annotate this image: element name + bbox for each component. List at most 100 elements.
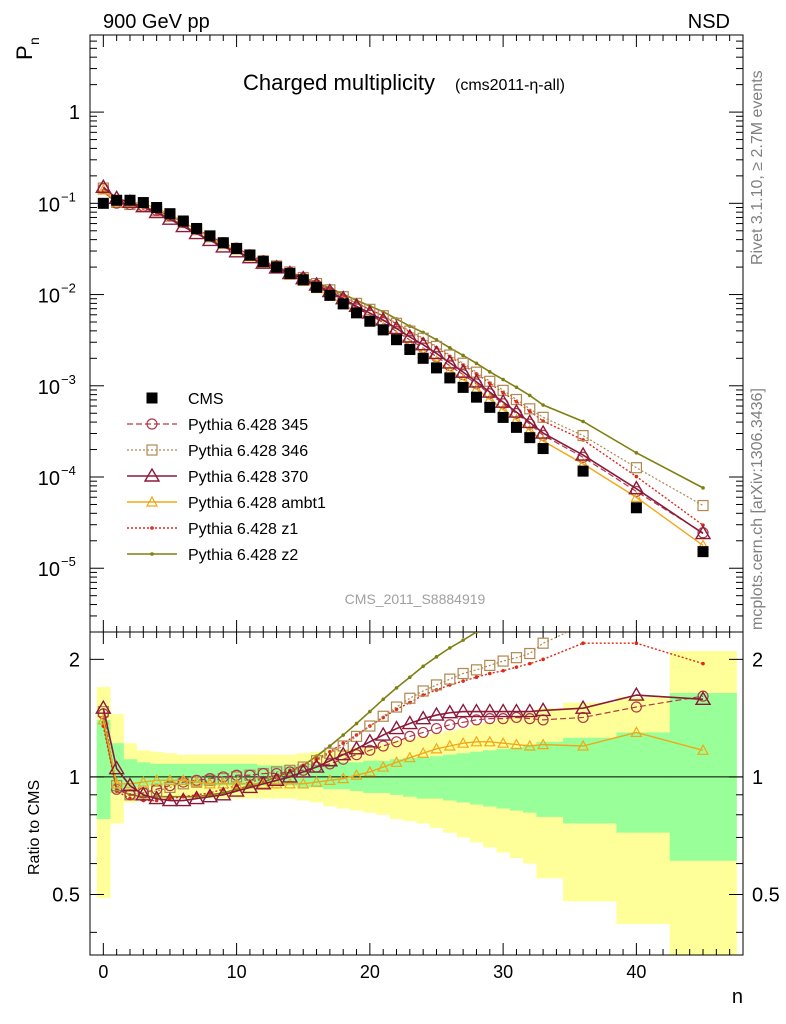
- cms-data-point: [204, 230, 216, 242]
- cms-data-point: [284, 268, 296, 280]
- ratio-point-ambt1: [470, 735, 483, 747]
- ratio-point-ambt1: [310, 775, 323, 787]
- ratio-point-p346: [457, 667, 469, 680]
- ratio-point-p346: [390, 701, 403, 713]
- ratio-point-p370: [414, 710, 432, 725]
- ratio-point-ambt1: [297, 777, 310, 789]
- legend-marker-CMS: [146, 392, 158, 404]
- ratio-point-p370: [481, 703, 499, 718]
- series-point-z2: [434, 338, 439, 342]
- cms-data-point: [377, 324, 389, 336]
- ratio-point-ambt1: [163, 774, 176, 785]
- ratio-point-z2: [421, 664, 425, 669]
- x-axis-label: n: [732, 986, 743, 1008]
- cms-data-point: [337, 298, 349, 310]
- ratio-point-p346: [377, 710, 389, 722]
- legend-marker-p370: [143, 467, 161, 482]
- x-tick-label: 0: [98, 962, 108, 982]
- y-axis-label-top: P n: [12, 37, 42, 60]
- x-tick-label: 40: [626, 962, 646, 982]
- ratio-point-p345: [177, 776, 189, 788]
- ratio-point-ambt1: [203, 777, 216, 789]
- series-point-z2: [461, 353, 465, 358]
- ratio-line-p370: [102, 694, 704, 802]
- ratio-point-z1: [474, 675, 479, 680]
- ratio-point-p370: [255, 775, 272, 790]
- series-point-p370: [521, 414, 538, 429]
- cms-data-point: [177, 215, 189, 227]
- ratio-point-ambt1: [443, 739, 456, 751]
- ratio-point-p345: [390, 736, 403, 748]
- band-inner-bin: [456, 753, 471, 803]
- legend-label-p345: Pythia 6.428 345: [188, 417, 308, 434]
- y-tick-label-top-base: 10: [38, 468, 60, 490]
- series-point-p370: [454, 363, 472, 378]
- ratio-point-p370: [308, 758, 325, 773]
- ratio-point-p370: [215, 786, 232, 801]
- ratio-point-z2: [381, 697, 385, 702]
- ratio-point-p346: [337, 740, 349, 752]
- series-point-z2: [634, 451, 639, 455]
- ratio-line-ambt1: [102, 719, 704, 785]
- series-point-z2: [514, 385, 519, 390]
- ratio-point-p370: [508, 703, 525, 718]
- ratio-point-p370: [534, 702, 552, 717]
- series-line-ambt1: [102, 189, 704, 546]
- ratio-point-ambt1: [363, 765, 376, 777]
- ratio-point-p346: [404, 692, 416, 704]
- series-point-p346: [697, 499, 709, 512]
- ratio-point-ambt1: [537, 738, 550, 750]
- ratio-point-ambt1: [270, 777, 283, 789]
- ratio-point-z1: [168, 796, 172, 801]
- ratio-point-p346: [444, 673, 456, 685]
- ratio-point-z1: [541, 657, 545, 662]
- ratio-point-ambt1: [577, 739, 590, 751]
- cms-data-point: [257, 256, 269, 268]
- cms-data-point: [191, 222, 203, 234]
- cms-data-point: [271, 261, 283, 273]
- top-panel-frame: [89, 34, 744, 633]
- band-inner-bin: [443, 754, 457, 801]
- band-inner-bin: [416, 757, 431, 799]
- ratio-point-p346: [324, 747, 336, 759]
- legend-label-p370: Pythia 6.428 370: [188, 469, 308, 486]
- cms-data-point: [417, 352, 429, 364]
- y-tick-label-bottom-left: 1: [69, 767, 80, 789]
- ratio-point-p370: [441, 704, 459, 719]
- y-axis-label-top-sub: n: [26, 37, 42, 45]
- ratio-point-z2: [528, 595, 532, 599]
- ratio-point-z2: [461, 638, 465, 642]
- series-point-p370: [414, 336, 432, 351]
- legend-label-z1: Pythia 6.428 z1: [188, 521, 298, 538]
- cms-data-point: [697, 546, 709, 558]
- chart-subtitle: (cms2011-η-all): [455, 77, 565, 94]
- ratio-point-z2: [474, 632, 479, 634]
- series-point-z2: [581, 419, 585, 424]
- series-point-p346: [444, 349, 456, 361]
- cms-data-point: [324, 289, 336, 301]
- cms-data-point: [630, 502, 642, 514]
- series-point-p370: [95, 178, 112, 193]
- series-point-z1: [527, 409, 532, 413]
- band-inner-bin: [616, 732, 671, 833]
- ratio-point-ambt1: [523, 739, 536, 751]
- cms-data-point: [137, 197, 149, 209]
- ratio-point-ambt1: [283, 777, 296, 789]
- series-point-p370: [428, 345, 445, 360]
- ratio-point-ambt1: [390, 756, 403, 767]
- ratio-point-p370: [268, 771, 285, 787]
- legend-marker-p346: [146, 444, 158, 456]
- series-point-z1: [501, 390, 505, 395]
- cms-data-point: [297, 274, 309, 286]
- ratio-point-z2: [448, 646, 452, 650]
- cms-data-point: [391, 334, 403, 346]
- ratio-point-p346: [417, 685, 429, 697]
- series-point-ambt1: [630, 491, 643, 502]
- ratio-point-p345: [430, 722, 443, 735]
- y-tick-label-top-exponent: −5: [61, 554, 76, 569]
- ratio-point-ambt1: [177, 774, 190, 785]
- cms-data-point: [311, 281, 323, 293]
- ratio-point-z2: [434, 655, 439, 659]
- ratio-point-p345: [124, 789, 136, 801]
